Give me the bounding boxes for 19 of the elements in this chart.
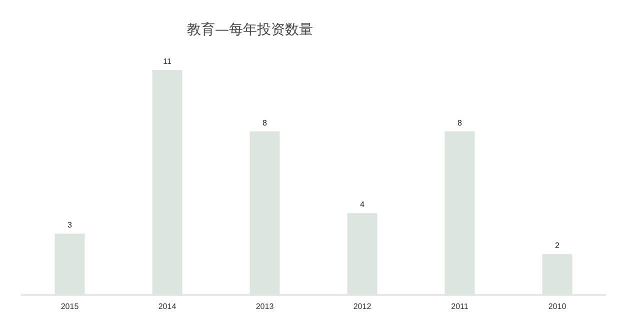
data-label: 8: [458, 118, 463, 128]
chart-title: 教育—每年投资数量: [187, 21, 313, 38]
x-tick-label: 2010: [548, 302, 567, 311]
x-tick-label: 2013: [256, 302, 274, 311]
data-label: 4: [360, 200, 366, 210]
bar: [542, 254, 572, 295]
data-label: 11: [163, 57, 172, 66]
data-label: 8: [262, 118, 268, 128]
bar: [444, 131, 475, 295]
bar: [347, 213, 378, 295]
x-tick-label: 2011: [451, 302, 469, 311]
data-label: 3: [68, 220, 73, 230]
bar: [250, 131, 280, 295]
data-label: 2: [555, 241, 560, 250]
x-tick-label: 2014: [158, 302, 177, 311]
bar: [54, 234, 85, 295]
x-tick-label: 2012: [353, 302, 372, 311]
bar: [152, 70, 182, 295]
x-tick-label: 2015: [60, 302, 80, 311]
